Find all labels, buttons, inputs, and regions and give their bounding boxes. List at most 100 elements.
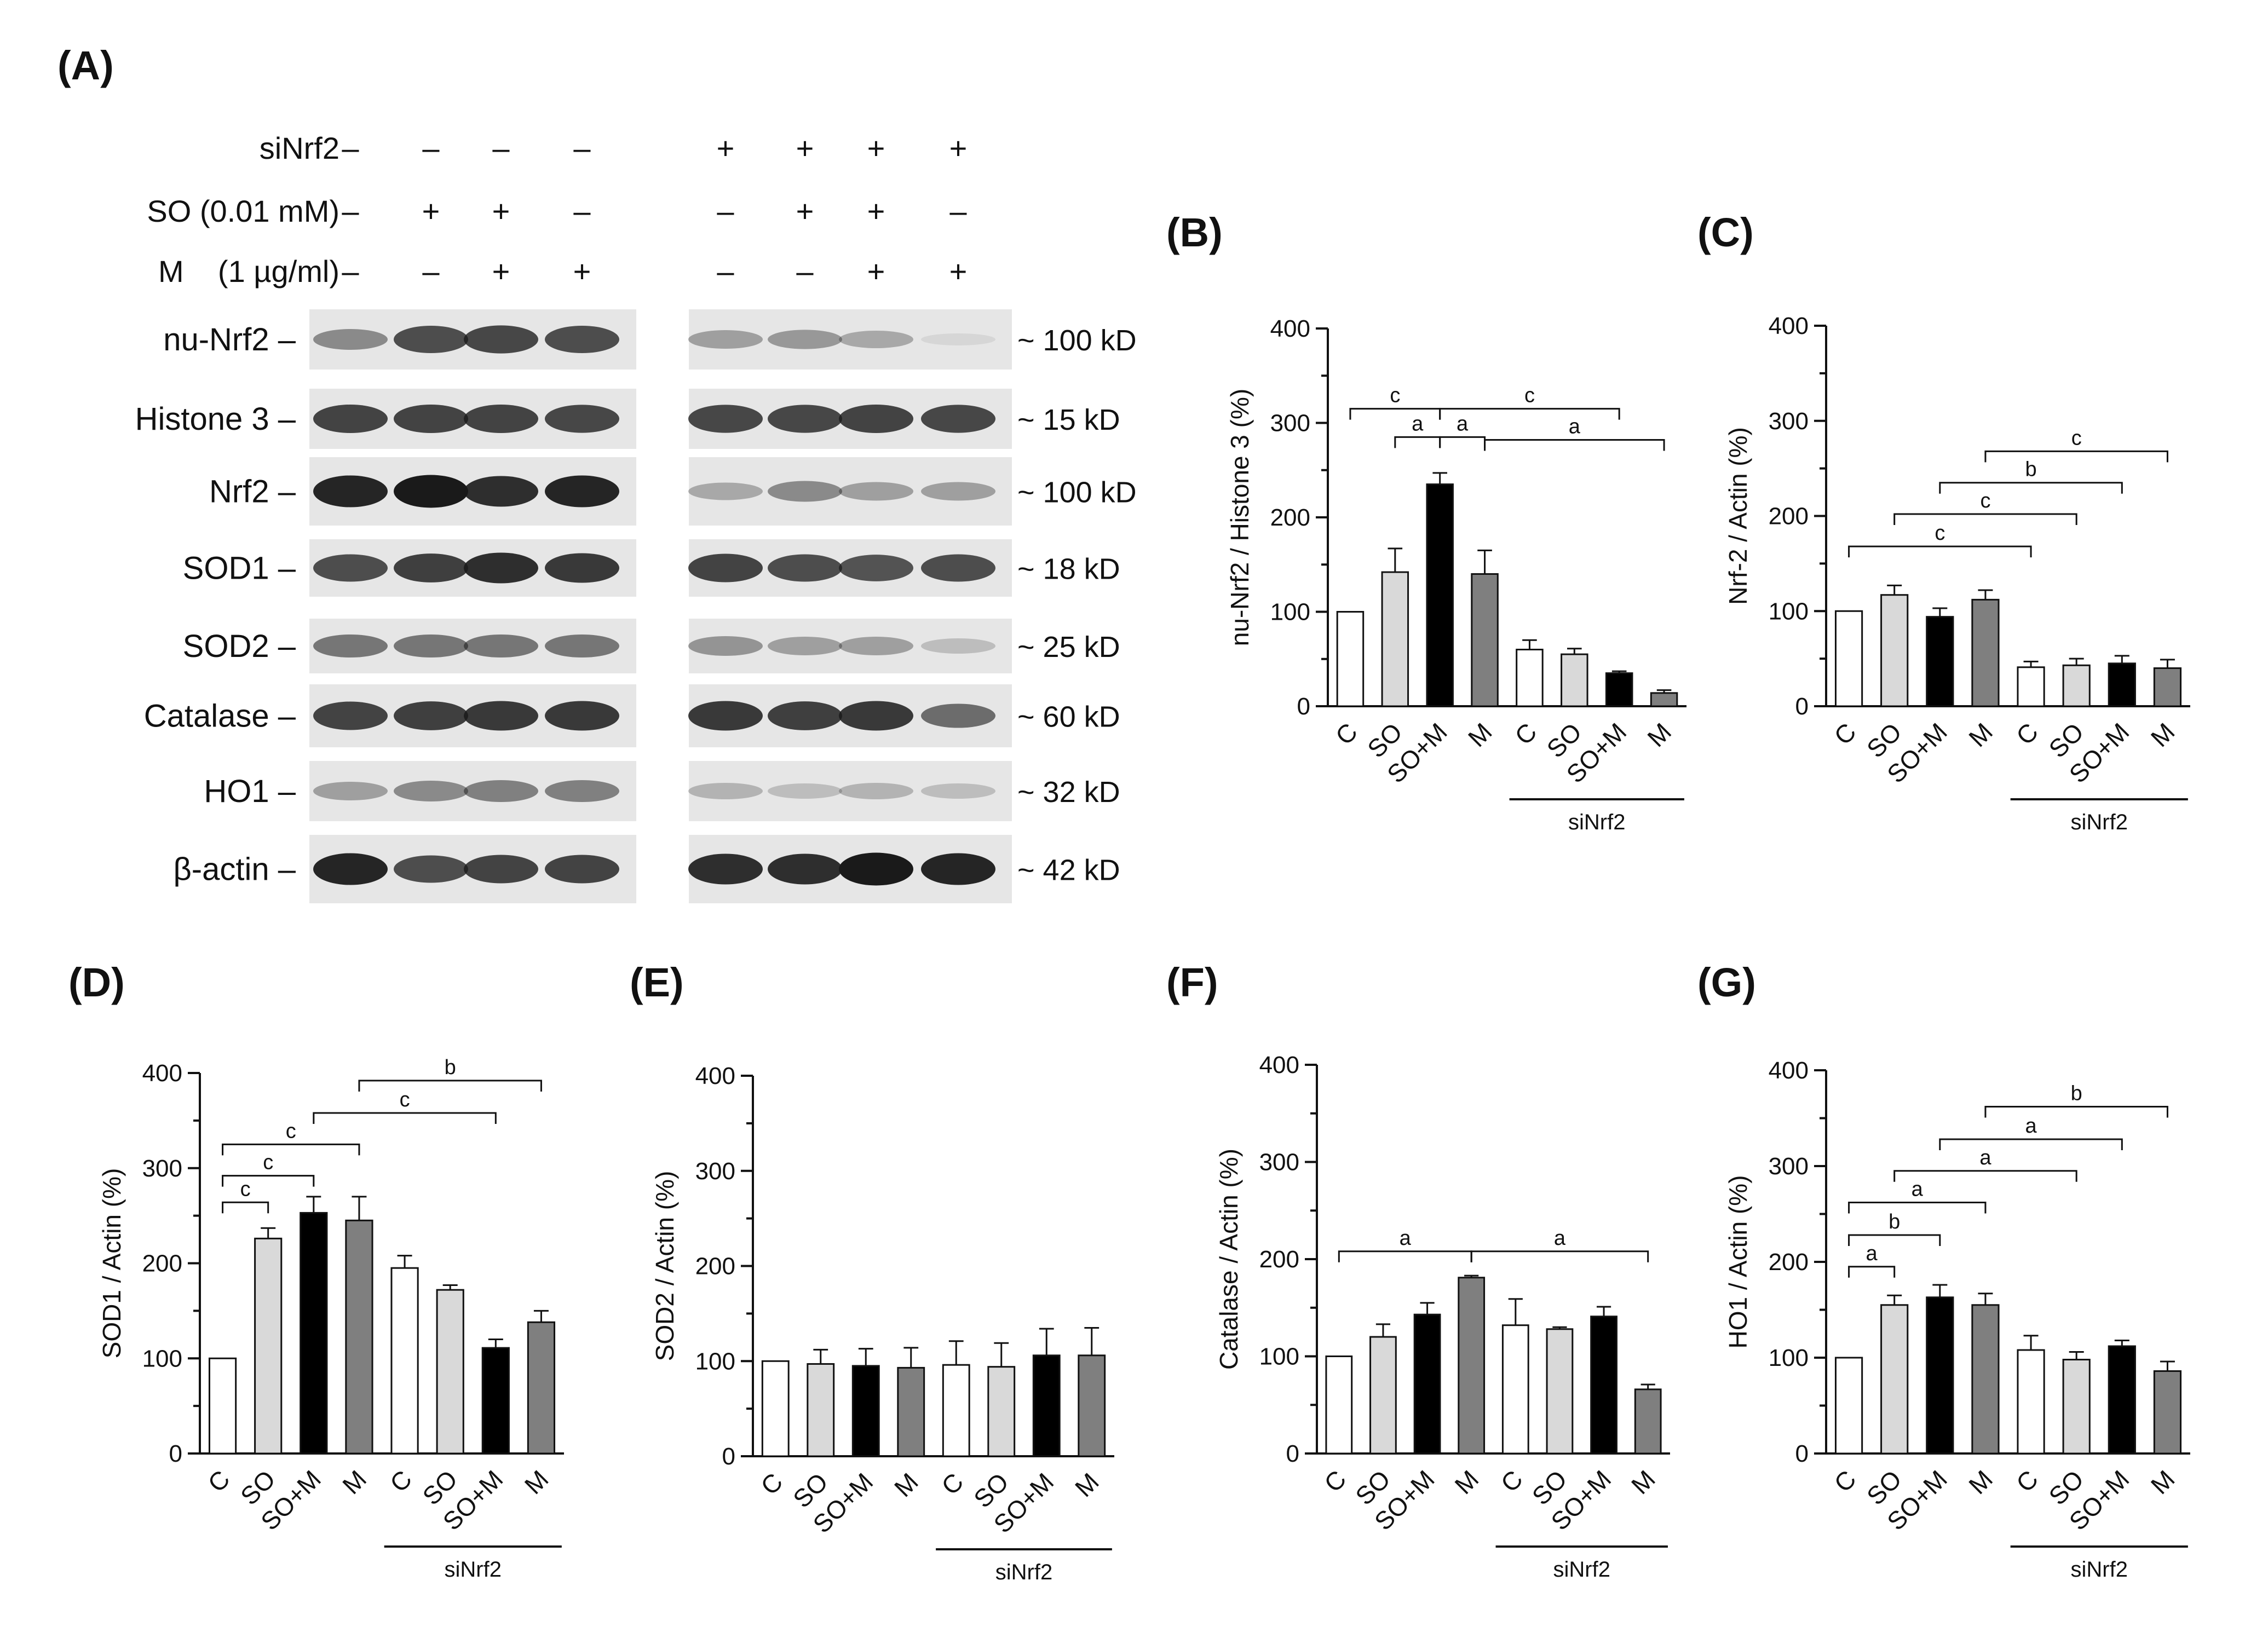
x-category-label: M (2145, 1464, 2180, 1499)
protein-label: SOD2 – (183, 628, 296, 664)
x-category-label: M (2145, 717, 2180, 752)
blot-strip-right (689, 619, 1012, 673)
significance-bracket (1439, 436, 1486, 448)
blot-band (394, 405, 468, 433)
blot-band (394, 634, 468, 657)
bar (1634, 1388, 1662, 1455)
x-category-label: M (1069, 1467, 1104, 1502)
condition-sign: + (949, 254, 968, 289)
blot-band (839, 405, 913, 433)
molecular-weight-label: ~ 60 kD (1017, 701, 1120, 734)
bar (1325, 1355, 1353, 1455)
x-category-label: C (202, 1464, 235, 1497)
blot-band (768, 405, 842, 433)
condition-sign: – (342, 194, 359, 228)
y-tick-label: 300 (1769, 408, 1809, 435)
blot-band (688, 783, 763, 799)
significance-bracket (222, 1143, 360, 1156)
significance-label: b (445, 1056, 456, 1079)
molecular-weight-label: ~ 100 kD (1017, 324, 1137, 357)
molecular-weight-label: ~ 32 kD (1017, 776, 1120, 809)
y-tick-label: 300 (1769, 1153, 1809, 1180)
panel-letter: (B) (1166, 210, 1223, 255)
blot-band (768, 481, 842, 502)
bar (1880, 1304, 1909, 1455)
blot-band (313, 329, 388, 350)
bar (1926, 1296, 1954, 1455)
blot-band (768, 783, 842, 799)
y-tick-label: 400 (1270, 315, 1310, 342)
blot-band (768, 701, 842, 730)
condition-sign: + (492, 254, 510, 289)
blot-band (313, 634, 388, 657)
bar (897, 1366, 925, 1457)
bar (345, 1219, 373, 1455)
bar (1546, 1328, 1574, 1455)
x-category-label: M (1449, 1464, 1484, 1499)
significance-bracket (1939, 1138, 2123, 1150)
protein-label: nu-Nrf2 – (163, 322, 296, 357)
y-tick-label: 400 (142, 1060, 182, 1087)
blot-band (768, 637, 842, 655)
significance-bracket (1848, 1266, 1896, 1278)
blot-band (545, 780, 619, 802)
significance-bracket (1349, 408, 1441, 420)
bar (436, 1289, 464, 1455)
significance-label: c (1524, 384, 1535, 407)
y-tick-label: 200 (1259, 1246, 1299, 1273)
y-tick-label: 100 (142, 1345, 182, 1372)
significance-label: a (1457, 412, 1469, 435)
blot-row: Catalase – ~ 60 kD (144, 684, 1120, 747)
blot-row: SOD2 – ~ 25 kD (183, 619, 1120, 673)
bar (1971, 1304, 2000, 1455)
bar (2153, 667, 2182, 707)
condition-sign: + (717, 131, 735, 165)
condition-sign: + (867, 254, 885, 289)
group-label: siNrf2 (1553, 1558, 1610, 1582)
bar (987, 1366, 1016, 1457)
y-tick-label: 100 (1769, 1345, 1809, 1371)
significance-bracket (1484, 439, 1665, 451)
blot-band (394, 326, 468, 353)
significance-bracket (313, 1112, 497, 1124)
y-tick-label: 300 (142, 1155, 182, 1182)
blot-band (839, 331, 913, 348)
condition-sign: + (422, 194, 440, 228)
y-tick-label: 200 (695, 1253, 735, 1280)
significance-bracket (1893, 1170, 2077, 1182)
significance-label: c (1935, 522, 1945, 545)
condition-label: M (1 µg/ml) (158, 254, 339, 289)
condition-sign: – (422, 131, 440, 165)
y-tick-label: 200 (1270, 504, 1310, 531)
blot-band (313, 782, 388, 800)
bar (1426, 483, 1454, 707)
significance-bracket (1984, 450, 2168, 463)
bar (1590, 1316, 1617, 1455)
panel-a-western-blot: (A) siNrf2– – – – + + + +SO (0.01 mM) – + + – – + + –M … (57, 43, 1137, 903)
blot-band (464, 405, 538, 433)
x-category-label: C (2011, 1464, 2043, 1497)
significance-label: a (1912, 1178, 1924, 1201)
significance-label: b (2071, 1082, 2082, 1105)
condition-sign: – (573, 131, 591, 165)
significance-label: b (1889, 1210, 1900, 1233)
bar (1834, 1357, 1863, 1455)
blot-strip-right (689, 309, 1012, 370)
condition-sign: + (867, 194, 885, 228)
y-tick-label: 100 (1259, 1343, 1299, 1370)
blot-band (688, 553, 763, 582)
y-tick-label: 0 (1795, 693, 1809, 720)
blot-band (768, 554, 842, 582)
significance-bracket (1439, 408, 1620, 420)
significance-bracket (358, 1080, 542, 1092)
blot-band (545, 553, 619, 583)
protein-label: Histone 3 – (135, 401, 296, 437)
bar (942, 1364, 970, 1457)
significance-label: c (1390, 384, 1400, 407)
x-category-label: C (1509, 717, 1542, 750)
y-tick-label: 400 (695, 1063, 735, 1089)
condition-sign: – (573, 194, 591, 228)
